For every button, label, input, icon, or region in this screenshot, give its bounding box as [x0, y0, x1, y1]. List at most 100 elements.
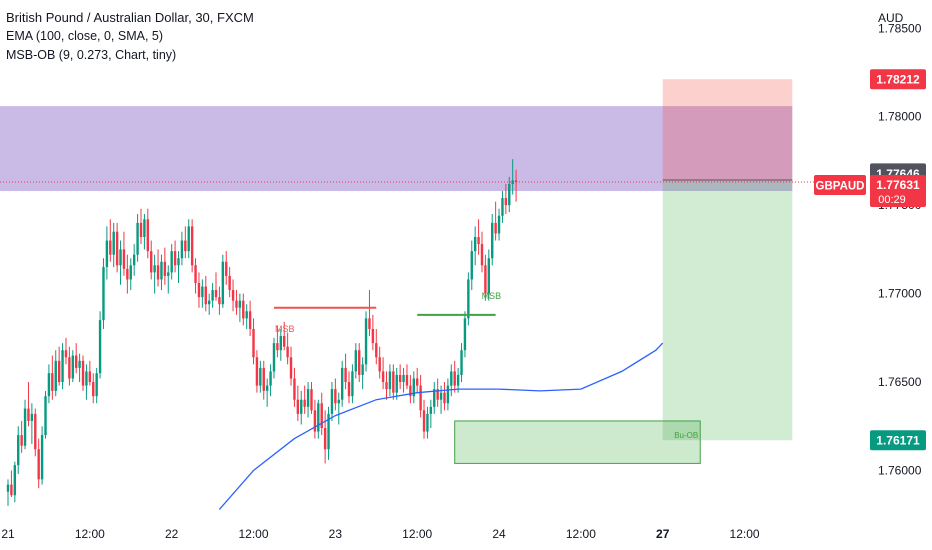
candle [508, 176, 511, 213]
candle [378, 346, 381, 379]
candle-body [115, 231, 119, 266]
time-axis[interactable]: 21 12:00 22 12:00 23 12:00 24 12:00 27 12:00 [1, 527, 760, 541]
msbob-legend: MSB-OB (9, 0.273, Chart, tiny) [6, 48, 177, 62]
candle [228, 267, 231, 298]
candle-body [81, 360, 85, 386]
candle [68, 346, 71, 386]
candle [439, 385, 443, 414]
candle [334, 378, 337, 411]
candle [409, 374, 412, 404]
symbol-tag-bg [814, 175, 866, 195]
candle-body [146, 219, 150, 252]
candle [259, 360, 262, 393]
countdown-text: 00:29 [878, 194, 906, 206]
candle [395, 367, 398, 400]
time-tick-label: 23 [329, 527, 343, 541]
candle-body [238, 300, 242, 308]
candle [47, 364, 51, 404]
candle [422, 399, 426, 439]
candle [446, 378, 450, 411]
msb-bullish-label: MSB [482, 291, 502, 301]
candle [23, 399, 27, 450]
take-profit-zone [662, 182, 793, 441]
candle [501, 191, 504, 223]
candle [150, 240, 153, 280]
candle [494, 201, 497, 241]
candle [57, 346, 61, 386]
candle [310, 382, 313, 414]
candle-body [197, 282, 201, 298]
candle-body [184, 240, 187, 252]
candle [44, 390, 47, 439]
candle-body [279, 336, 282, 351]
candle [364, 311, 368, 372]
candle [64, 337, 68, 365]
candle-body [143, 219, 146, 238]
candle [405, 364, 409, 390]
candle [187, 219, 190, 259]
candle [416, 367, 419, 393]
candle-body [511, 180, 514, 184]
candle [320, 392, 323, 436]
candle [484, 254, 487, 301]
candle [433, 382, 436, 414]
candle-body [139, 222, 143, 238]
candle-body [358, 350, 361, 375]
candle [303, 385, 306, 414]
candle [88, 360, 92, 386]
time-tick-label: 12:00 [730, 527, 760, 541]
candle [122, 231, 126, 276]
candle-body [248, 311, 252, 329]
candle-body [381, 371, 385, 383]
candle [112, 222, 115, 268]
candle-body [160, 261, 163, 280]
candle-body [409, 385, 412, 397]
candle [276, 325, 279, 358]
stop-price-tag: 1.78212 [870, 69, 926, 90]
candle-body [286, 346, 289, 358]
time-tick-label: 12:00 [402, 527, 432, 541]
candle-body [344, 367, 347, 383]
candle [293, 367, 296, 407]
candle-body [269, 371, 272, 386]
candle-body [156, 265, 160, 280]
zones-layer: Bu-OB [0, 79, 793, 464]
candle-body [310, 389, 313, 411]
supply-zone [0, 106, 793, 192]
candle-body [64, 350, 68, 358]
candle-body [303, 399, 306, 407]
symbol-tag: GBPAUD [814, 175, 866, 195]
candle [163, 247, 167, 285]
candle [129, 258, 132, 291]
candle-body [446, 385, 450, 404]
candle-body [23, 408, 27, 446]
candle [317, 399, 320, 439]
time-tick-label: 27 [656, 527, 670, 541]
candle [180, 231, 184, 266]
candle [487, 249, 491, 301]
candle-body [95, 373, 98, 397]
candle [37, 438, 40, 489]
candle-body [37, 449, 40, 480]
candle-body [477, 237, 480, 245]
candle-body [429, 406, 433, 414]
candle [221, 254, 225, 308]
candle [272, 337, 276, 379]
candle-body [508, 183, 511, 206]
candle [248, 300, 252, 337]
candle [214, 272, 218, 301]
candle-body [364, 318, 368, 365]
candle-body [214, 290, 218, 298]
candle [361, 357, 364, 390]
candle-body [467, 279, 470, 319]
candle [160, 254, 163, 291]
candle-body [170, 251, 173, 273]
price-tick-label: 1.76500 [878, 375, 922, 389]
candle-body [105, 240, 109, 268]
candle [443, 382, 446, 411]
candle [262, 360, 265, 400]
candle-body [126, 268, 129, 280]
candle [426, 406, 429, 439]
candle-body [13, 465, 17, 496]
